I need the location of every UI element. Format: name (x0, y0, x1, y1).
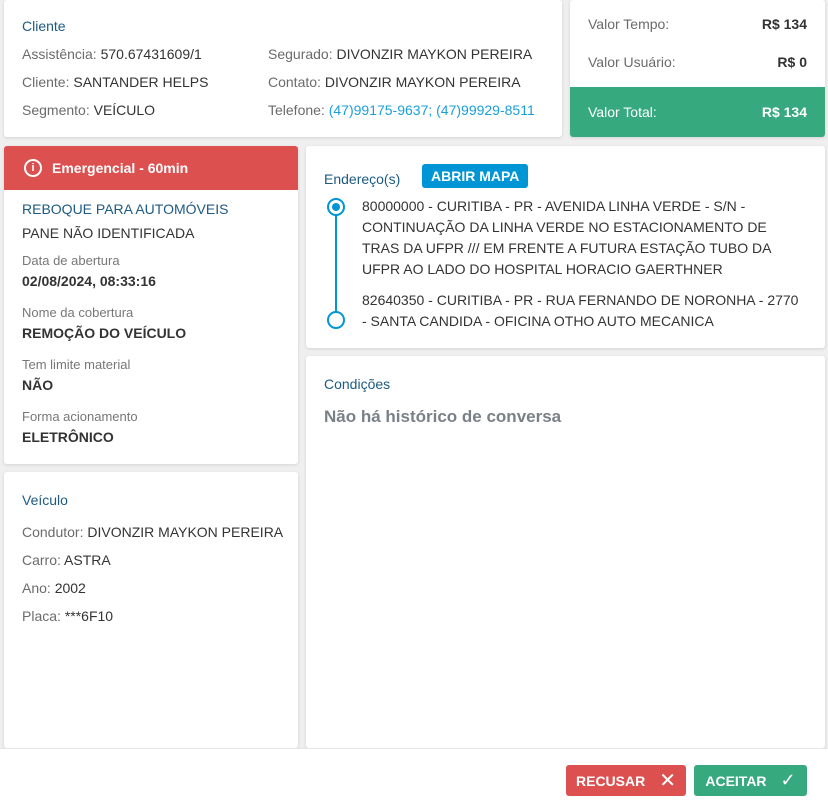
conditions-card: Condições Não há histórico de conversa (306, 356, 825, 748)
client-title: Cliente (22, 18, 66, 34)
vehicle-card: Veículo Condutor: DIVONZIR MAYKON PEREIR… (4, 472, 298, 748)
address-origin: 80000000 - CURITIBA - PR - AVENIDA LINHA… (362, 198, 771, 277)
check-icon: ✓ (780, 770, 796, 790)
field-value: NÃO (22, 377, 54, 393)
service-type: REBOQUE PARA AUTOMÓVEIS (22, 201, 229, 217)
origin-marker-icon (327, 198, 345, 216)
problem: PANE NÃO IDENTIFICADA (22, 225, 195, 241)
segurado-field: Segurado: DIVONZIR MAYKON PEREIRA (268, 46, 533, 62)
field-value: REMOÇÃO DO VEÍCULO (22, 325, 187, 341)
valor-tempo: Valor Tempo: R$ 134 (588, 16, 807, 32)
client-card: Cliente Assistência: 570.67431609/1 Clie… (4, 0, 562, 137)
placa-field: Placa: ***6F10 (22, 608, 114, 624)
valor-usuario: Valor Usuário: R$ 0 (588, 54, 807, 70)
open-map-button[interactable]: ABRIR MAPA (422, 164, 529, 188)
info-icon: i (24, 159, 42, 177)
field-value: 02/08/2024, 08:33:16 (22, 273, 156, 289)
priority-banner: i Emergencial - 60min (4, 146, 298, 190)
address-title: Endereço(s) (324, 171, 401, 187)
cliente-field: Cliente: SANTANDER HELPS (22, 74, 209, 90)
contato-field: Contato: DIVONZIR MAYKON PEREIRA (268, 74, 521, 90)
empty-history: Não há histórico de conversa (324, 407, 562, 426)
close-icon: ✕ (659, 770, 676, 792)
assistencia-field: Assistência: 570.67431609/1 (22, 46, 202, 62)
accept-button[interactable]: ACEITAR ✓ (694, 765, 807, 796)
telefone-field: Telefone: (47)99175-9637; (47)99929-8511 (268, 102, 535, 118)
address-destination: 82640350 - CURITIBA - PR - RUA FERNANDO … (362, 292, 799, 329)
service-card: i Emergencial - 60min REBOQUE PARA AUTOMÓ… (4, 146, 298, 464)
action-bar: RECUSAR ✕ ACEITAR ✓ (0, 748, 828, 804)
conditions-title: Condições (324, 376, 391, 392)
valor-total: Valor Total: R$ 134 (570, 87, 825, 137)
values-card: Valor Tempo: R$ 134 Valor Usuário: R$ 0 Va… (570, 0, 825, 137)
field-label: Tem limite material (22, 357, 131, 372)
segmento-field: Segmento: VEÍCULO (22, 102, 156, 118)
vehicle-title: Veículo (22, 492, 68, 508)
ano-field: Ano: 2002 (22, 580, 86, 596)
condutor-field: Condutor: DIVONZIR MAYKON PEREIRA (22, 524, 284, 540)
telefone-link[interactable]: (47)99175-9637; (47)99929-8511 (328, 102, 535, 118)
field-label: Forma acionamento (22, 409, 138, 424)
field-label: Nome da cobertura (22, 305, 134, 320)
address-card: Endereço(s) ABRIR MAPA 80000000 - CURITI… (306, 146, 825, 348)
reject-button[interactable]: RECUSAR ✕ (566, 765, 686, 796)
field-value: ELETRÔNICO (22, 429, 114, 445)
field-label: Data de abertura (22, 253, 120, 268)
route-line (335, 212, 337, 318)
destination-marker-icon (327, 311, 345, 329)
carro-field: Carro: ASTRA (22, 552, 111, 568)
